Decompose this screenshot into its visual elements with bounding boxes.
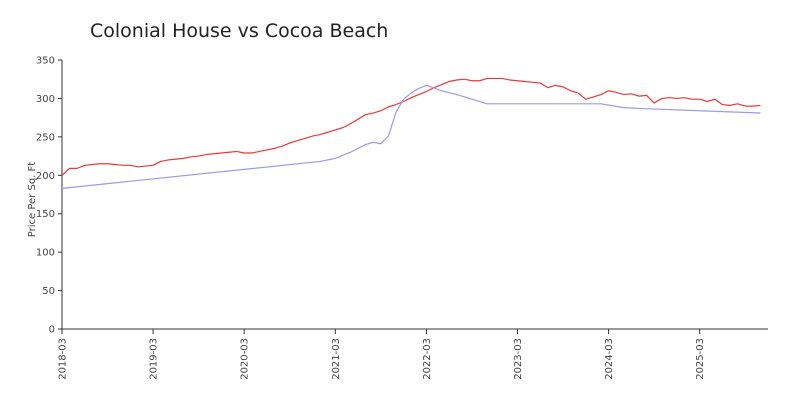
series-layer	[61, 77, 761, 189]
y-tick-label: 0	[49, 325, 55, 336]
y-tick-label: 200	[36, 171, 55, 182]
x-tick-label: 2022-03	[422, 338, 433, 380]
y-tick-label: 250	[36, 132, 55, 143]
y-tick-label: 350	[36, 56, 55, 67]
series-line-1	[61, 77, 761, 176]
x-tick-label: 2019-03	[149, 338, 160, 380]
y-tick-label: 50	[42, 286, 55, 297]
y-tick-label: 100	[36, 248, 55, 259]
y-tick-label: 150	[36, 209, 55, 220]
y-tick-label: 300	[36, 94, 55, 105]
y-axis-label: Price Per Sq. Ft	[27, 162, 38, 237]
series-line-2	[61, 84, 761, 189]
x-tick-label: 2024-03	[604, 338, 615, 380]
x-tick-label: 2023-03	[513, 338, 524, 380]
chart-axes: 0 50 100 150 200 250 300 350 2018-03 2019-03 2020-…	[36, 56, 768, 380]
x-tick-label: 2025-03	[695, 338, 706, 380]
chart-title: Colonial House vs Cocoa Beach	[90, 20, 389, 42]
x-tick-label: 2021-03	[331, 338, 342, 380]
x-tick-label: 2020-03	[240, 338, 251, 380]
x-tick-label: 2018-03	[58, 338, 69, 380]
